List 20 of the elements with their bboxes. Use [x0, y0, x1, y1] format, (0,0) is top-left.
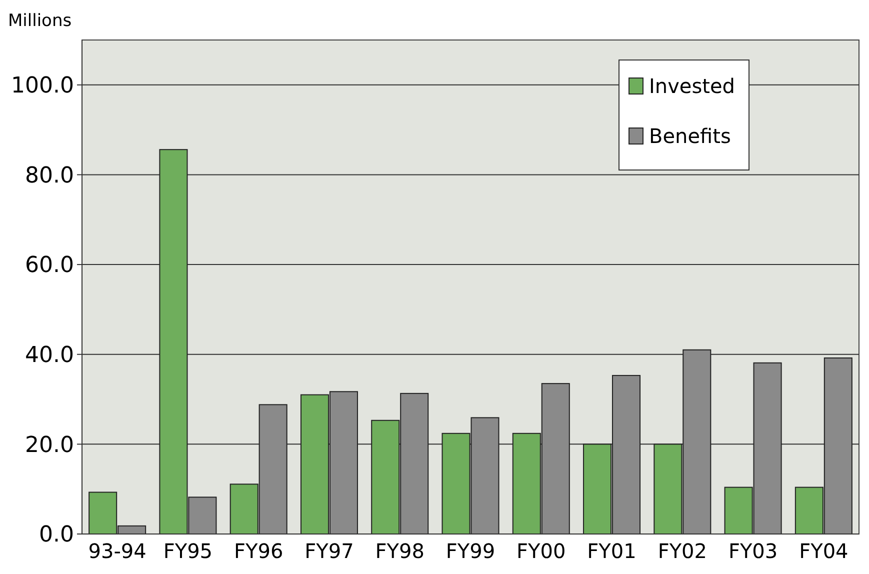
legend-label: Benefits — [649, 124, 731, 148]
x-tick-label: FY02 — [658, 539, 707, 563]
x-tick-label: 93-94 — [88, 539, 146, 563]
y-tick-label: 0.0 — [39, 522, 74, 548]
y-axis-title: Millions — [8, 11, 72, 31]
x-tick-label: FY00 — [516, 539, 566, 563]
x-tick-label: FY98 — [375, 539, 424, 563]
legend-label: Invested — [649, 74, 735, 98]
x-tick-label: FY96 — [234, 539, 284, 563]
y-tick-label: 100.0 — [11, 74, 74, 99]
y-tick-label: 60.0 — [25, 253, 74, 278]
x-tick-label: FY95 — [163, 539, 213, 563]
x-tick-label: FY01 — [587, 539, 636, 563]
y-tick-label: 80.0 — [25, 163, 74, 188]
x-tick-label: FY97 — [304, 539, 354, 563]
x-tick-label: FY99 — [446, 539, 496, 563]
y-tick-label: 40.0 — [25, 343, 74, 368]
x-tick-label: FY04 — [799, 539, 848, 563]
x-tick-label: FY03 — [728, 539, 778, 563]
y-tick-label: 20.0 — [25, 432, 74, 458]
